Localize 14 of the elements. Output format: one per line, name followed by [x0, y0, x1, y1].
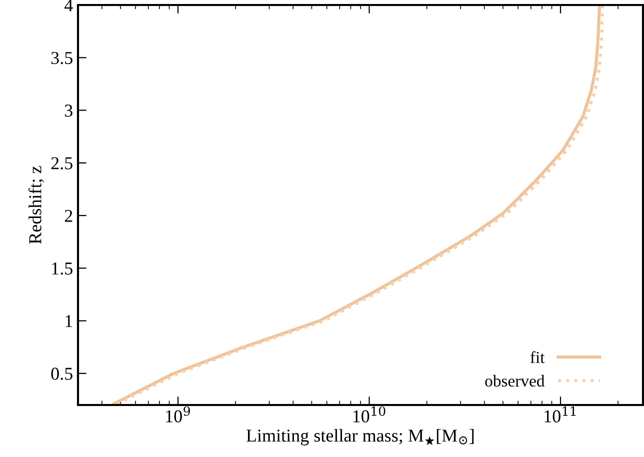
y-tick-label: 3 — [64, 104, 72, 117]
y-tick-label: 1 — [66, 315, 72, 328]
y-tick-label: 1.5 — [52, 262, 72, 275]
y-tick-label: 2 — [64, 210, 72, 222]
legend-label: observed — [485, 374, 545, 387]
y-axis-title: Redshift; z — [28, 166, 44, 244]
legend-label: fit — [530, 351, 545, 364]
x-axis-title: Limiting stellar mass; M$_{★}$[M$_{⊙}$] — [246, 429, 474, 446]
x-tick-label: 10$^{10}$ — [353, 406, 386, 422]
y-tick-label: 2.5 — [51, 157, 72, 170]
y-tick-label: 3.5 — [51, 52, 72, 64]
y-tick-label: 0.5 — [51, 368, 72, 380]
x-tick-label: 10$^{9}$ — [166, 406, 190, 422]
x-tick-label: 10$^{11}$ — [544, 406, 576, 422]
